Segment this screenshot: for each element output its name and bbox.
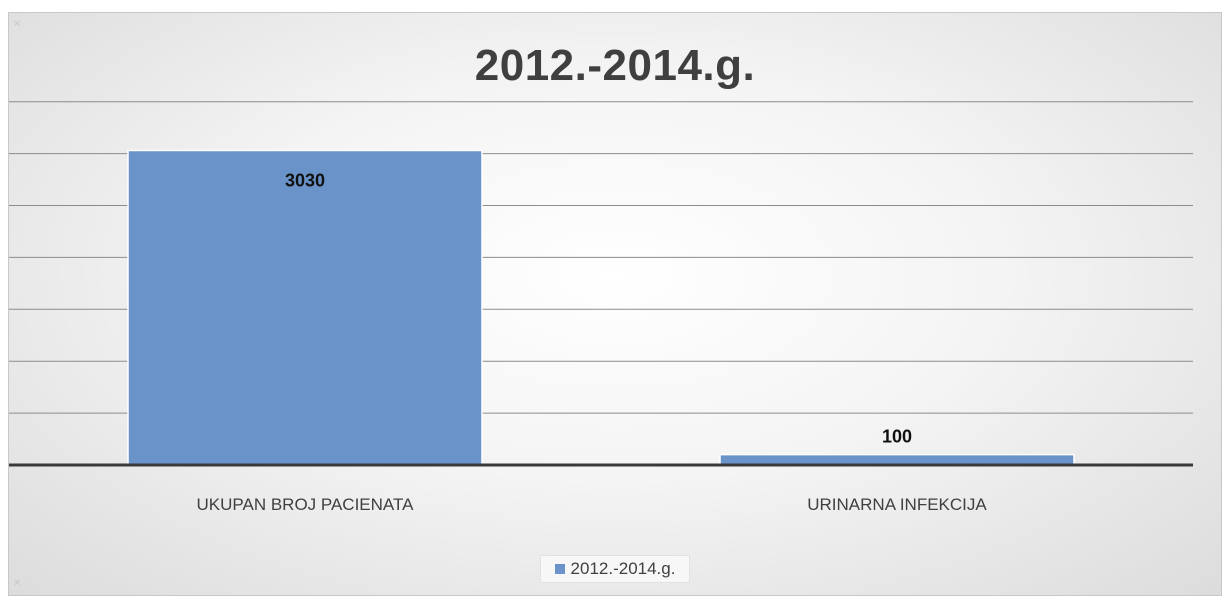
category-labels: UKUPAN BROJ PACIENATA URINARNA INFEKCIJA <box>197 495 988 514</box>
category-label: URINARNA INFEKCIJA <box>807 495 987 514</box>
data-label: 100 <box>882 427 912 447</box>
resize-handle-icon: ✕ <box>13 19 22 30</box>
legend-entry: 2012.-2014.g. <box>539 555 691 583</box>
chart-title: 2012.-2014.g. <box>474 41 756 90</box>
data-label: 3030 <box>285 170 325 190</box>
bar <box>719 453 1075 466</box>
legend: 2012.-2014.g. <box>9 555 1221 583</box>
bar <box>127 149 483 466</box>
resize-handle-icon: ✕ <box>13 578 22 589</box>
chart-area: ✕ ✕ 2012.-2014.g. 3030 100 UKUPAN BROJ PA… <box>8 12 1222 596</box>
legend-label: 2012.-2014.g. <box>570 559 676 578</box>
legend-swatch <box>554 564 565 574</box>
category-label: UKUPAN BROJ PACIENATA <box>197 495 415 514</box>
bars <box>127 149 1075 466</box>
data-labels: 3030 100 <box>285 170 912 446</box>
plot-area: 3030 100 UKUPAN BROJ PACIENATA URINARNA IN… <box>9 101 1193 514</box>
